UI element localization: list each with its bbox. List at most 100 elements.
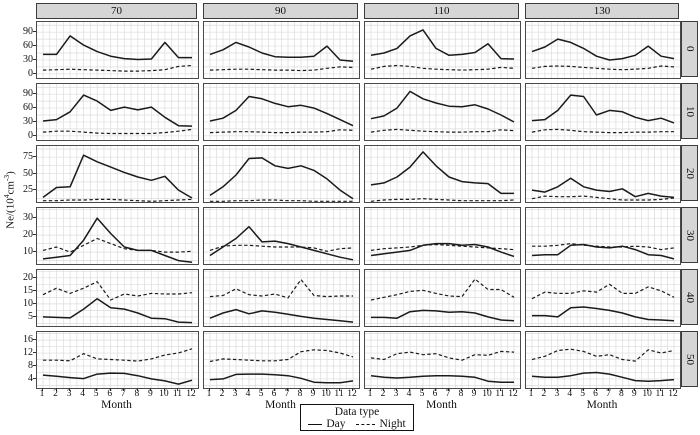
- x-tick-label: 11: [172, 389, 183, 399]
- facet-panel-130-40: [525, 269, 681, 327]
- x-tick-label: 10: [321, 389, 331, 399]
- y-tick-mark: [33, 189, 36, 191]
- night-line: [209, 129, 354, 134]
- night-line: [210, 199, 353, 202]
- x-tick-label: 1: [367, 389, 373, 399]
- x-tick-label: 8: [297, 389, 303, 399]
- y-tick-mark: [33, 289, 36, 291]
- x-tick-mark: [300, 388, 301, 391]
- facet-panel-70-0: [36, 21, 199, 79]
- x-tick-mark: [435, 388, 436, 391]
- day-line: [209, 95, 354, 127]
- facet-plot: [365, 22, 520, 78]
- facet-plot: [526, 146, 680, 202]
- x-tick-label: 3: [66, 389, 72, 399]
- x-tick-label: 2: [380, 389, 386, 399]
- x-tick-mark: [647, 388, 649, 391]
- y-tick-label: 10: [23, 297, 33, 309]
- x-tick-mark: [123, 388, 125, 391]
- facet-column-label: 130: [593, 5, 611, 17]
- x-tick-label: 9: [631, 389, 637, 399]
- legend-title: Data type: [334, 406, 380, 418]
- day-line: [209, 308, 354, 323]
- facet-panel-130-10: [525, 83, 681, 141]
- x-tick-mark: [500, 388, 501, 391]
- day-line-swatch: [308, 423, 323, 425]
- facet-panel-110-0: [364, 21, 521, 79]
- x-tick-mark: [136, 388, 138, 391]
- facet-panel-110-40: [364, 269, 521, 327]
- facet-plot: [37, 270, 198, 326]
- y-tick-mark: [33, 377, 36, 379]
- x-tick-label: 10: [642, 389, 652, 399]
- y-tick-mark: [33, 315, 36, 317]
- facet-plot: [204, 332, 359, 388]
- facet-plot: [37, 332, 198, 388]
- x-tick-label: 6: [432, 389, 438, 399]
- day-line: [531, 371, 675, 382]
- x-tick-label: 12: [347, 389, 357, 399]
- facet-plot: [526, 22, 680, 78]
- x-tick-label: 2: [219, 389, 225, 399]
- facet-panel-130-20: [525, 145, 681, 203]
- facet-panel-130-0: [525, 21, 681, 79]
- x-tick-mark: [370, 388, 371, 391]
- x-tick-mark: [55, 388, 57, 391]
- facet-column-label: 90: [275, 5, 286, 17]
- y-tick-mark: [33, 234, 36, 236]
- facet-row-header: 50: [681, 331, 698, 387]
- x-tick-mark: [313, 388, 314, 391]
- facet-plot: [37, 146, 198, 202]
- x-tick-mark: [582, 388, 584, 391]
- x-tick-mark: [409, 388, 410, 391]
- y-tick-mark: [33, 45, 36, 47]
- night-line: [531, 348, 675, 362]
- x-tick-label: 4: [567, 389, 573, 399]
- facet-plot: [365, 84, 520, 140]
- x-tick-label: 11: [334, 389, 344, 399]
- night-line: [43, 198, 193, 202]
- facet-row-label: 0: [684, 46, 696, 52]
- y-tick-mark: [33, 107, 36, 109]
- facet-panel-70-40: [36, 269, 199, 327]
- day-line: [42, 154, 193, 199]
- y-tick-label: 20: [23, 229, 33, 241]
- night-line: [370, 350, 515, 361]
- facet-row-header: 10: [681, 83, 698, 139]
- x-tick-label: 5: [580, 389, 585, 399]
- x-tick-label: 5: [419, 389, 425, 399]
- y-tick-mark: [33, 352, 36, 354]
- x-tick-label: 7: [284, 389, 290, 399]
- facet-plot: [204, 146, 359, 202]
- x-axis-title: Month: [265, 399, 296, 411]
- night-line: [42, 128, 193, 135]
- y-tick-label: 16: [23, 334, 33, 346]
- x-tick-mark: [261, 388, 262, 391]
- y-tick-mark: [33, 58, 36, 60]
- y-tick-label: 0: [28, 129, 33, 141]
- y-tick-mark: [33, 302, 36, 304]
- x-tick-label: 6: [271, 389, 277, 399]
- x-tick-mark: [287, 388, 288, 391]
- facet-column-label: 110: [433, 5, 450, 17]
- x-tick-label: 7: [445, 389, 451, 399]
- night-line: [209, 66, 354, 72]
- x-tick-label: 1: [206, 389, 212, 399]
- y-tick-label: 50: [23, 167, 33, 179]
- x-tick-label: 4: [406, 389, 412, 399]
- x-tick-label: 4: [245, 389, 251, 399]
- x-tick-mark: [556, 388, 558, 391]
- x-tick-mark: [222, 388, 223, 391]
- night-line: [370, 64, 515, 71]
- facet-column-header: 70: [36, 3, 197, 19]
- x-tick-mark: [150, 388, 152, 391]
- y-tick-label: 4: [28, 372, 33, 384]
- y-tick-label: 60: [23, 40, 33, 52]
- y-tick-label: 15: [23, 284, 33, 296]
- x-tick-label: 3: [554, 389, 560, 399]
- x-tick-mark: [531, 388, 532, 391]
- x-tick-label: 6: [107, 389, 113, 399]
- facet-row-header: 0: [681, 21, 698, 77]
- day-line: [43, 35, 192, 61]
- legend-item-label: Day: [326, 418, 346, 430]
